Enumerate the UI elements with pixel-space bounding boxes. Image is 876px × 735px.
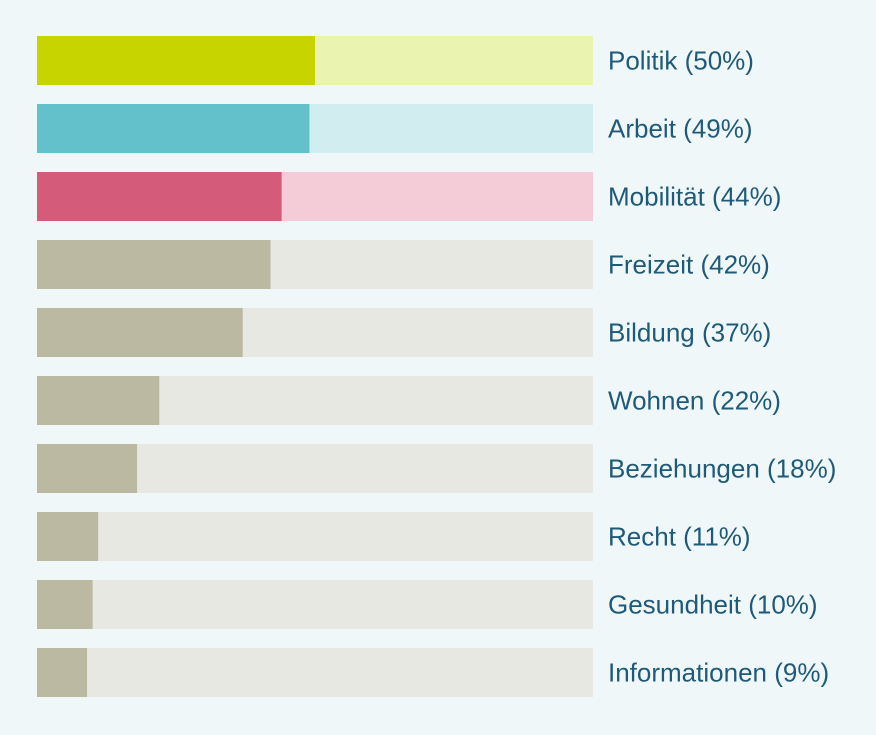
bar-row-9: Informationen (9%) [37, 648, 829, 697]
bar-track [37, 512, 593, 561]
bar-label: Bildung (37%) [608, 318, 771, 348]
bar [37, 648, 88, 697]
bar-track [37, 580, 593, 629]
bars-group: Politik (50%) Arbeit (49%) Mobilität (44%)… [37, 36, 836, 697]
bar [37, 580, 93, 629]
bar-row-1: Arbeit (49%) [37, 104, 753, 153]
bar-row-4: Bildung (37%) [37, 308, 771, 357]
bar-row-5: Wohnen (22%) [37, 376, 781, 425]
bar [37, 444, 138, 493]
bar [37, 376, 160, 425]
bar-track [37, 648, 593, 697]
bar-label: Arbeit (49%) [608, 114, 753, 144]
bar [37, 308, 243, 357]
bar [37, 240, 271, 289]
bar-label: Gesundheit (10%) [608, 590, 818, 620]
bar-row-0: Politik (50%) [37, 36, 754, 85]
bar-row-3: Freizeit (42%) [37, 240, 770, 289]
bar-row-8: Gesundheit (10%) [37, 580, 818, 629]
bar-label: Mobilität (44%) [608, 182, 781, 212]
bar-label: Informationen (9%) [608, 658, 829, 688]
bar-label: Beziehungen (18%) [608, 454, 836, 484]
bar-row-6: Beziehungen (18%) [37, 444, 836, 493]
bar [37, 104, 310, 153]
bar-label: Recht (11%) [608, 522, 751, 552]
bar-label: Wohnen (22%) [608, 386, 781, 416]
bar-row-2: Mobilität (44%) [37, 172, 781, 221]
bar-label: Freizeit (42%) [608, 250, 770, 280]
bar [37, 172, 282, 221]
bar [37, 512, 99, 561]
bar-row-7: Recht (11%) [37, 512, 751, 561]
bar [37, 36, 315, 85]
bar-label: Politik (50%) [608, 46, 754, 76]
